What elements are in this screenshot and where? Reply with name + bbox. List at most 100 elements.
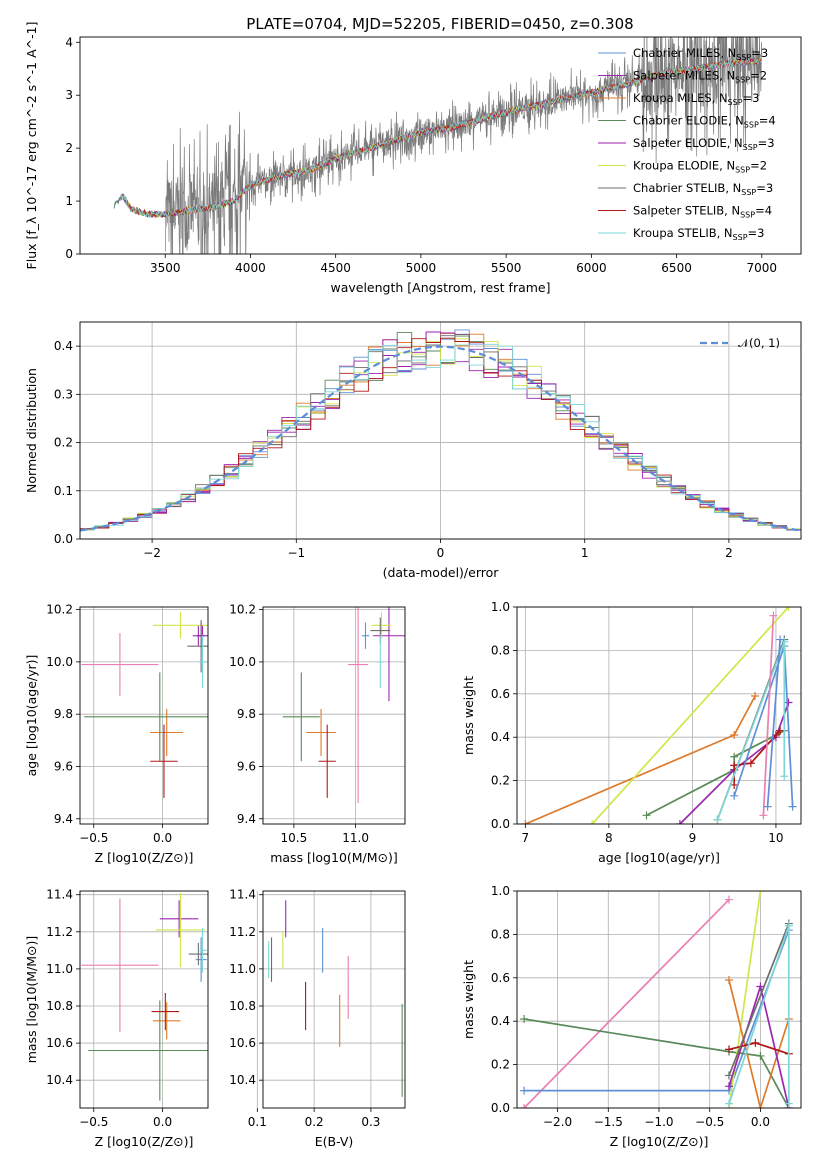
y-tick-label: 9.6	[54, 759, 73, 773]
y-tick-label: 9.6	[237, 759, 256, 773]
legend-entry: Chabrier MILES, NSSP=3	[633, 46, 768, 62]
y-tick-label: 0.4	[54, 339, 73, 353]
mw_vs_Z-panel: −2.0 −1.5 −1.0 −0.5 0.0 0.0 0.2 0.4 0.6 0.8 1.0 Z […	[461, 884, 802, 1149]
y-tick-label: 11.0	[46, 962, 73, 976]
legend-name: Chabrier MILES, N	[633, 46, 736, 60]
histogram-series	[80, 338, 801, 531]
axes-frame	[79, 321, 802, 540]
mass-weight-marker	[763, 802, 772, 811]
legend-sub: SSP	[736, 53, 751, 62]
mass-weight-line	[679, 702, 790, 824]
y-tick-label: 10.4	[229, 1073, 256, 1087]
age_vs_Z-panel: −0.5 0.0 9.4 9.6 9.8 10.0 10.2 Z [log10(Z/Z⊙)] a…	[24, 603, 209, 865]
mass-weight-marker	[751, 691, 760, 700]
legend-entry: Kroupa MILES, NSSP=3	[633, 91, 759, 107]
legend-name: Kroupa STELIB, N	[633, 226, 733, 240]
y-tick-label: 0.0	[54, 532, 73, 546]
legend-name: Chabrier ELODIE, N	[633, 114, 744, 128]
x-tick-label: 4500	[320, 261, 351, 275]
x-tick-label: 0.0	[751, 1115, 770, 1129]
y-tick-label: 1.0	[491, 884, 510, 898]
mass-weight-marker	[730, 731, 739, 740]
legend-sub: SSP	[744, 121, 759, 130]
mass-weight-marker	[759, 811, 768, 820]
mass-weight-line	[766, 639, 781, 807]
y-tick-label: 0.0	[491, 817, 510, 831]
y-axis-label: mass weight	[461, 676, 476, 755]
y-tick-label: 0.2	[491, 1058, 510, 1072]
histogram-series	[80, 343, 801, 531]
x-axis-label: Z [log10(Z/Z⊙)]	[95, 850, 194, 865]
axes-frame	[79, 36, 802, 255]
x-tick-label: 7	[522, 831, 530, 845]
legend-entry: Kroupa ELODIE, NSSP=2	[633, 159, 767, 175]
legend-entry: Salpeter ELODIE, NSSP=3	[633, 136, 775, 152]
legend-name: Kroupa MILES, N	[633, 91, 728, 105]
x-tick-label: −2	[143, 546, 161, 560]
mass-weight-marker	[769, 611, 778, 620]
mass-weight-marker	[746, 759, 755, 768]
y-axis-label: mass [log10(M/M⊙)]	[24, 936, 39, 1064]
y-tick-label: 9.4	[54, 812, 73, 826]
x-tick-label: 6000	[576, 261, 607, 275]
legend-entry: Kroupa STELIB, NSSP=3	[633, 226, 764, 242]
mass_vs_Z-panel: −0.5 0.0 10.4 10.6 10.8 11.0 11.2 11.4 Z [log10(…	[24, 888, 209, 1149]
y-tick-label: 0.3	[54, 387, 73, 401]
plot-area	[268, 900, 403, 1097]
axes-frame	[516, 606, 802, 825]
y-tick-label: 0.6	[491, 971, 510, 985]
y-axis-label: age [log10(age/yr)]	[24, 655, 39, 777]
mass-weight-marker	[520, 1086, 529, 1095]
mass-weight-marker	[520, 1015, 529, 1024]
y-tick-label: 10.8	[229, 999, 256, 1013]
y-tick-label: 10.4	[46, 1073, 73, 1087]
x-tick-label: 0.2	[305, 1115, 324, 1129]
mass-weight-marker	[780, 772, 789, 781]
legend-val: =4	[759, 114, 776, 128]
x-tick-label: 2	[725, 546, 733, 560]
legend-val: =3	[756, 181, 773, 195]
histogram-series	[80, 331, 801, 531]
mass-weight-marker	[780, 637, 789, 646]
x-axis-label: age [log10(age/yr)]	[598, 850, 720, 865]
mass-weight-marker	[776, 635, 785, 644]
residual_hist-panel: −2 −1 0 1 2 0.0 0.1 0.2 0.3 0.4 (data-model)/error…	[24, 321, 802, 580]
x-tick-label: 8	[605, 831, 613, 845]
y-tick-label: 10.2	[229, 603, 256, 617]
mass-weight-marker	[724, 1045, 733, 1054]
axes-frame	[262, 890, 406, 1109]
legend-sub: SSP	[728, 98, 743, 107]
x-tick-label: 6500	[661, 261, 692, 275]
axes-frame	[79, 606, 209, 825]
mass-weight-marker	[730, 791, 739, 800]
x-tick-label: 3500	[150, 261, 181, 275]
legend-val: =4	[755, 204, 772, 218]
mass-weight-marker	[724, 895, 733, 904]
mass-weight-marker	[784, 698, 793, 707]
mass-weight-marker	[724, 975, 733, 984]
legend-sub: SSP	[741, 188, 756, 197]
mass-weight-marker	[776, 726, 785, 735]
legend-val: =2	[750, 69, 767, 83]
mass-weight-marker	[784, 921, 793, 930]
y-tick-label: 0.4	[491, 1014, 510, 1028]
x-axis-label: E(B-V)	[315, 1134, 354, 1149]
x-tick-label: 4000	[235, 261, 266, 275]
x-tick-label: 10.5	[281, 831, 308, 845]
mass-weight-line	[716, 641, 786, 820]
axes-frame	[262, 606, 406, 825]
x-axis-label: Z [log10(Z/Z⊙)]	[610, 1134, 709, 1149]
mass-weight-marker	[588, 820, 597, 824]
legend-val: =2	[750, 159, 767, 173]
mass-weight-marker	[724, 1082, 733, 1091]
mass-weight-line	[523, 1018, 790, 1108]
x-axis-label: (data-model)/error	[383, 565, 500, 580]
legend-val: =3	[748, 226, 765, 240]
mass-weight-marker	[756, 891, 765, 895]
legend-entry: 𝒩(0, 1)	[738, 336, 780, 350]
y-axis-label: Flux [f_λ 10^-17 erg cm^-2 s^-1 A^-1]	[24, 22, 39, 270]
observed-spectrum	[164, 37, 763, 254]
mass-weight-marker	[784, 607, 793, 611]
mass-weight-marker	[724, 1071, 733, 1080]
mass-weight-marker	[756, 1051, 765, 1060]
